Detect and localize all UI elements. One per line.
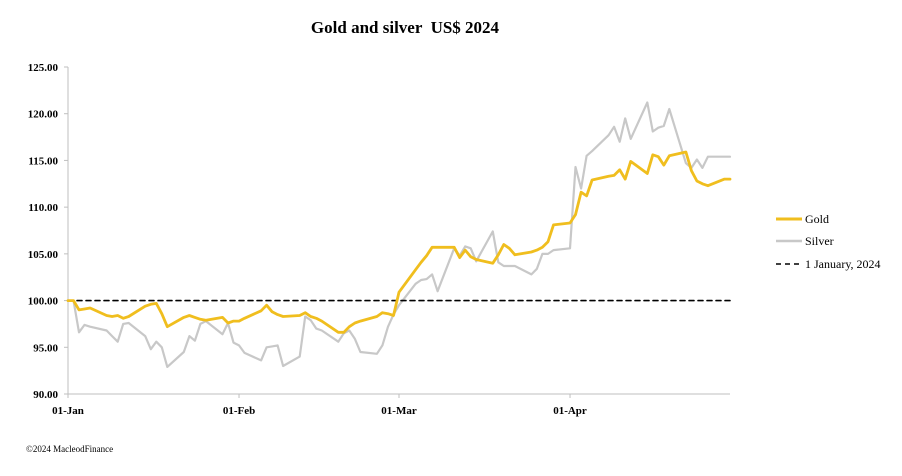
copyright-text: ©2024 MacleodFinance	[26, 444, 114, 454]
legend-item-gold-label: Gold	[805, 212, 829, 226]
y-tick-label: 120.00	[28, 109, 59, 121]
y-tick-label: 105.00	[28, 249, 59, 261]
y-tick-label: 115.00	[28, 155, 58, 167]
y-tick-label: 90.00	[33, 389, 58, 401]
legend-item-silver-label: Silver	[805, 234, 834, 248]
x-tick-label: 01-Jan	[52, 405, 84, 417]
legend: Gold Silver 1 January, 2024	[776, 212, 881, 271]
y-tick-label: 125.00	[28, 62, 59, 74]
chart-title: Gold and silver US$ 2024	[310, 18, 500, 37]
y-tick-label: 110.00	[28, 202, 58, 214]
y-tick-label: 100.00	[28, 296, 59, 308]
series-layer	[66, 101, 732, 368]
gold-series-line	[66, 150, 732, 334]
x-tick-label: 01-Mar	[381, 405, 417, 417]
legend-item-reference-label: 1 January, 2024	[805, 257, 881, 271]
x-tick-label: 01-Feb	[223, 405, 255, 417]
x-tick-label: 01-Apr	[553, 405, 587, 417]
axes: 90.00 95.00 100.00 105.00 110.00 115.00 120.00…	[28, 62, 730, 417]
y-tick-label: 95.00	[33, 342, 58, 354]
